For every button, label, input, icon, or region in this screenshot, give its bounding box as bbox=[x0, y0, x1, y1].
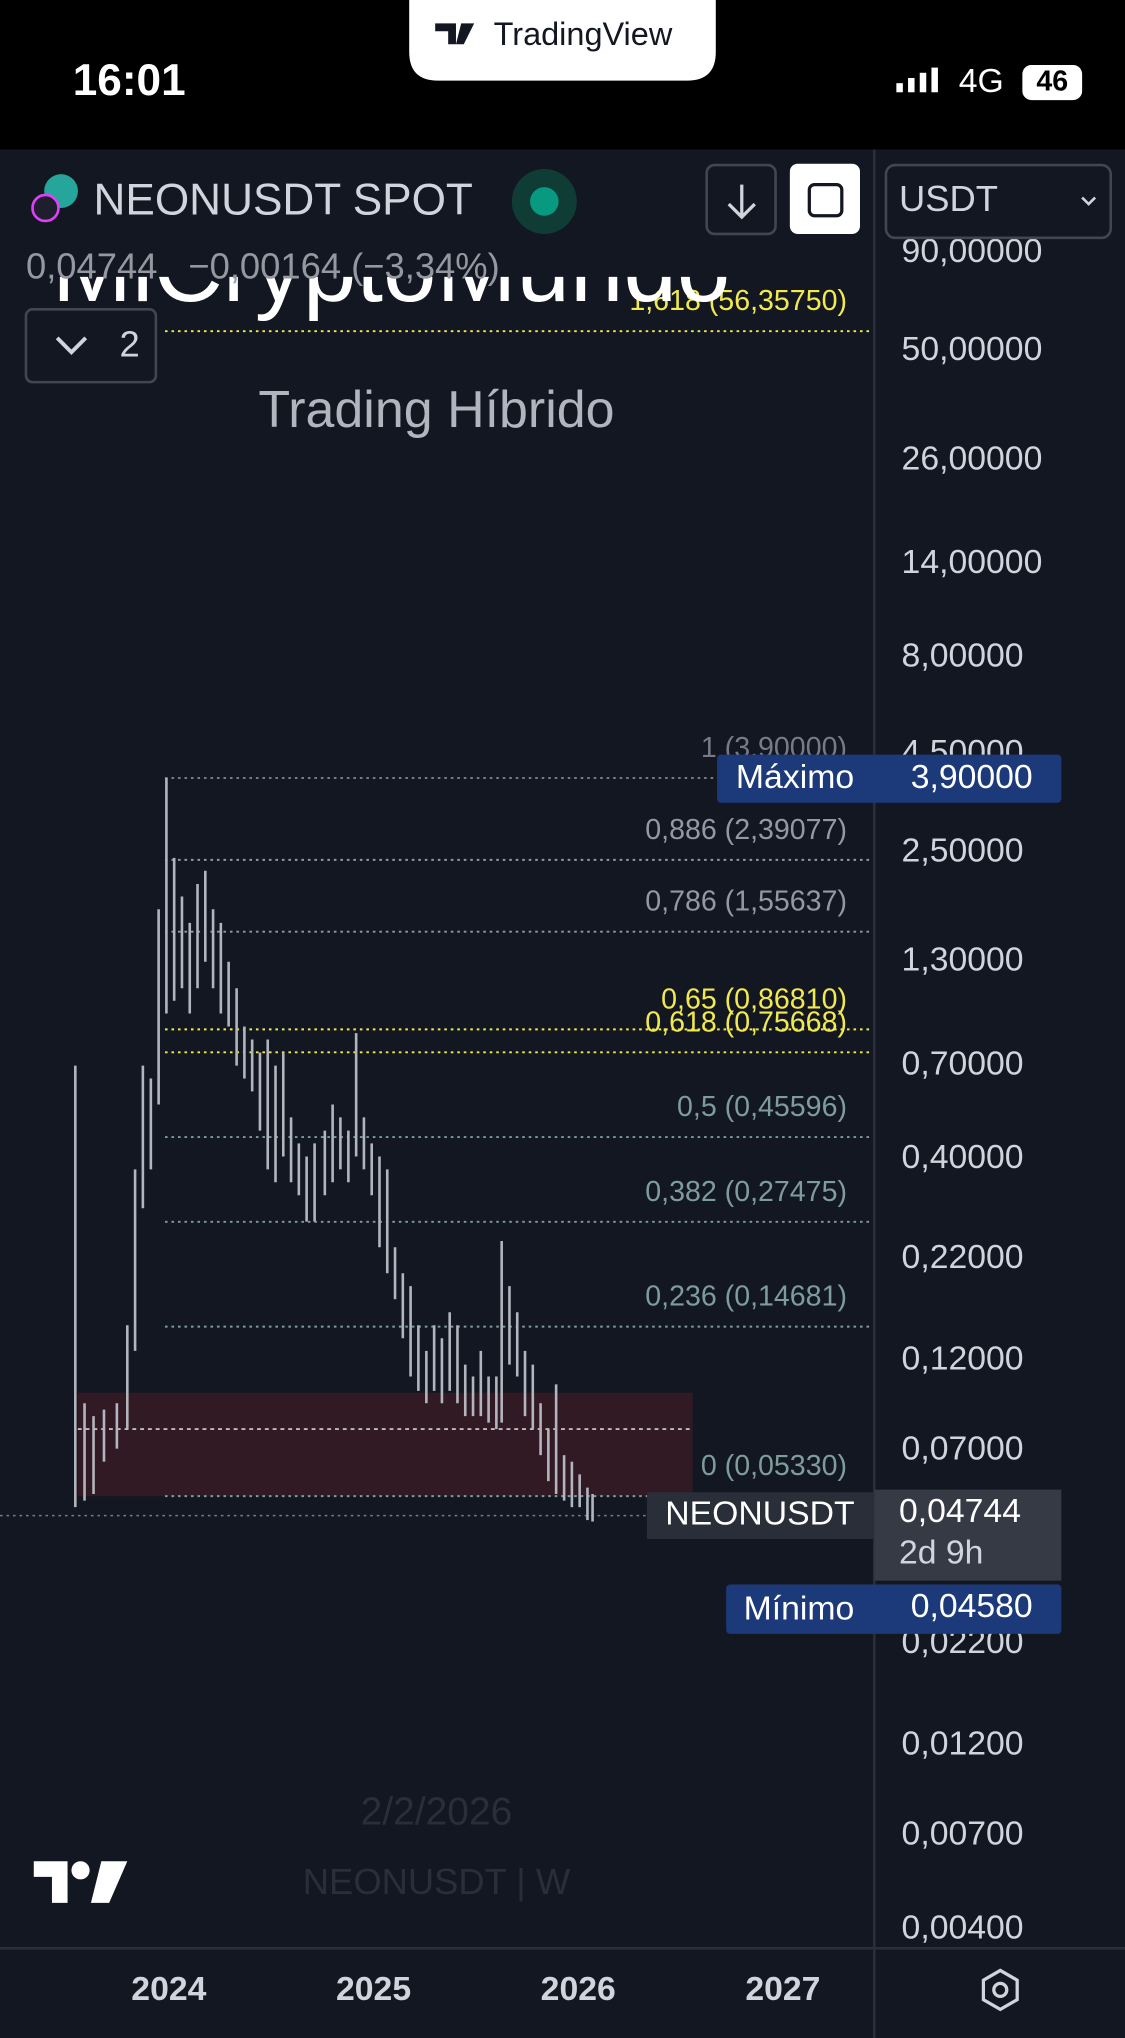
battery bbox=[1022, 64, 1083, 101]
y-tick-label: 0,70000 bbox=[902, 1044, 1024, 1082]
y-tick-label: 0,40000 bbox=[902, 1138, 1024, 1176]
currency: USDT bbox=[899, 178, 998, 219]
y-tick-label: 1,30000 bbox=[902, 941, 1024, 979]
current-value-box bbox=[874, 1489, 1062, 1581]
y-tick-label: 0,22000 bbox=[902, 1238, 1024, 1276]
countdown: 2d 9h bbox=[899, 1534, 983, 1572]
currency-select[interactable] bbox=[884, 163, 1113, 240]
x-tick-label: 2026 bbox=[541, 1970, 616, 2008]
y-tick-label: 0,00400 bbox=[902, 1908, 1024, 1946]
x-tick-label: 2025 bbox=[336, 1970, 411, 2008]
app-pill-text: TradingView bbox=[494, 16, 673, 52]
settings-icon bbox=[992, 1981, 1009, 1999]
fib-label: 0,382 (0,27475) bbox=[645, 1176, 847, 1208]
fib-label: 0,236 (0,14681) bbox=[645, 1281, 847, 1313]
zone bbox=[77, 1392, 693, 1497]
watermark-title: MiCryptoMundo bbox=[52, 215, 730, 322]
settings-button[interactable] bbox=[981, 1968, 1019, 2012]
chevron bbox=[1081, 196, 1097, 206]
fib-label: 0,5 (0,45596) bbox=[677, 1091, 847, 1123]
clock: 16:01 bbox=[73, 56, 186, 105]
watermark-subtitle: Trading Híbrido bbox=[258, 381, 614, 439]
fullscreen-button[interactable] bbox=[789, 163, 860, 234]
market-status-dot bbox=[530, 187, 559, 216]
y-tick-label: 0,07000 bbox=[902, 1429, 1024, 1467]
fib-label: 0,786 (1,55637) bbox=[645, 886, 847, 918]
download-icon bbox=[727, 184, 756, 220]
y-tick-label: 2,50000 bbox=[902, 831, 1024, 869]
battery-level: 46 bbox=[1036, 66, 1068, 98]
y-tick-label: 50,00000 bbox=[902, 330, 1043, 368]
tv-logo bbox=[33, 1861, 128, 1903]
current-value: 0,04744 bbox=[899, 1492, 1021, 1530]
last-price: 0,04744 bbox=[26, 246, 157, 287]
watermark-date: 2/2/2026 bbox=[361, 1791, 513, 1834]
plot-area: 1,618 (56,35750)1 (3,90000)0,886 (2,3907… bbox=[0, 232, 1042, 2008]
fib-label: 0,618 (0,75668) bbox=[645, 1006, 847, 1038]
x-tick-label: 2024 bbox=[131, 1970, 206, 2008]
symbol[interactable]: NEONUSDT SPOT bbox=[94, 175, 473, 224]
tv-icon bbox=[435, 23, 475, 45]
network: 4G bbox=[959, 62, 1004, 100]
chevron bbox=[55, 336, 88, 355]
current-name: NEONUSDT bbox=[665, 1495, 854, 1533]
fib-label: 0,65 (0,86810) bbox=[661, 983, 847, 1015]
y-tick-label: 8,00000 bbox=[902, 637, 1024, 675]
fib-label: 0 (0,05330) bbox=[701, 1450, 847, 1482]
y-tick-label: 0,12000 bbox=[902, 1339, 1024, 1377]
max-marker-box bbox=[717, 754, 1062, 803]
indicators-count: 2 bbox=[120, 324, 140, 365]
app-pill bbox=[409, 0, 716, 81]
min-marker-value: 0,04580 bbox=[911, 1587, 1033, 1625]
coin-icon bbox=[31, 193, 60, 223]
min-marker-box bbox=[726, 1584, 1062, 1634]
y-tick-label: 0,01200 bbox=[902, 1725, 1024, 1763]
max-marker-value: 3,90000 bbox=[911, 758, 1033, 796]
price-change: −0,00164 (−3,34%) bbox=[188, 246, 499, 287]
current-name-box bbox=[646, 1492, 873, 1540]
fullscreen-icon bbox=[807, 182, 844, 218]
watermark-symbol: NEONUSDT | W bbox=[303, 1861, 571, 1902]
y-tick-label: 26,00000 bbox=[902, 440, 1043, 478]
max-marker-name: Máximo bbox=[736, 758, 854, 796]
signal-icon bbox=[896, 67, 938, 93]
x-tick-label: 2027 bbox=[745, 1970, 820, 2008]
price-labels: Máximo 3,90000 NEONUSDT 0,04744 2d 9h Mínimo 0… bbox=[646, 754, 1062, 1634]
fib-label: 1,618 (56,35750) bbox=[629, 285, 847, 317]
fib-label: 0,886 (2,39077) bbox=[645, 814, 847, 846]
min-marker-name: Mínimo bbox=[744, 1589, 855, 1627]
indicators-toggle[interactable] bbox=[24, 308, 158, 384]
y-tick-label: 14,00000 bbox=[902, 543, 1043, 581]
y-tick-label: 0,00700 bbox=[902, 1815, 1024, 1853]
